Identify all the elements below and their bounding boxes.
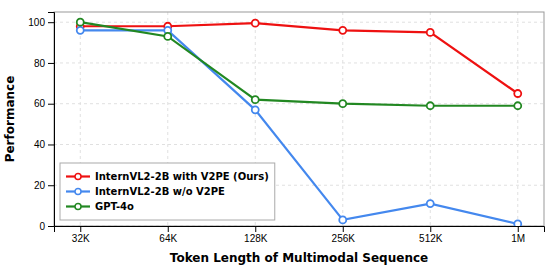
series-marker bbox=[339, 27, 346, 34]
legend-item: InternVL2-2B w/o V2PE bbox=[66, 186, 225, 197]
y-tick-mark bbox=[48, 104, 54, 105]
series-marker bbox=[339, 100, 346, 107]
y-tick-mark bbox=[48, 185, 54, 186]
x-tick-mark bbox=[168, 226, 169, 232]
grid bbox=[54, 12, 544, 226]
plot-area: 32K 64K 128K 256K 512K 1M 0 20 40 60 80 100 InternVL… bbox=[28, 12, 544, 244]
x-tick-mark bbox=[343, 226, 344, 232]
grid-line-y bbox=[54, 144, 544, 145]
series-marker bbox=[77, 19, 84, 26]
series-line bbox=[80, 30, 518, 224]
y-axis: 0 20 40 60 80 100 bbox=[28, 13, 54, 232]
series-marker bbox=[514, 90, 521, 97]
y-tick: 40 bbox=[34, 139, 54, 150]
y-tick-label: 40 bbox=[34, 139, 46, 150]
x-tick: 128K bbox=[244, 226, 268, 244]
y-tick-label: 100 bbox=[28, 17, 45, 28]
chart: 32K 64K 128K 256K 512K 1M 0 20 40 60 80 100 InternVL… bbox=[0, 0, 558, 270]
series-marker bbox=[252, 20, 259, 27]
x-tick: 1M bbox=[511, 226, 525, 244]
y-axis-title: Performance bbox=[3, 76, 17, 163]
x-tick-label: 32K bbox=[72, 233, 90, 244]
series-line bbox=[80, 22, 518, 106]
x-tick: 512K bbox=[419, 226, 443, 244]
x-axis: 32K 64K 128K 256K 512K 1M bbox=[55, 226, 545, 244]
y-tick: 80 bbox=[34, 58, 54, 69]
grid-line-y bbox=[54, 103, 544, 104]
x-tick: 256K bbox=[332, 226, 356, 244]
grid-line-y bbox=[54, 62, 544, 63]
series-marker bbox=[514, 220, 521, 226]
series-marker bbox=[164, 33, 171, 40]
legend-item: InternVL2-2B with V2PE (Ours) bbox=[66, 171, 269, 182]
legend-swatch-marker bbox=[75, 204, 81, 210]
x-tick-mark bbox=[518, 226, 519, 232]
series-marker bbox=[339, 216, 346, 223]
x-axis-title: Token Length of Multimodal Sequence bbox=[170, 251, 428, 265]
y-tick: 0 bbox=[39, 221, 54, 232]
x-tick-label: 64K bbox=[159, 233, 177, 244]
legend: InternVL2-2B with V2PE (Ours) InternVL2-2… bbox=[60, 163, 275, 220]
legend-label: GPT-4o bbox=[95, 201, 134, 212]
series-marker bbox=[427, 200, 434, 207]
y-tick-mark bbox=[48, 22, 54, 23]
series-marker bbox=[427, 102, 434, 109]
legend-swatch-marker bbox=[75, 189, 81, 195]
x-axis-line bbox=[55, 227, 545, 233]
legend-swatch-marker bbox=[75, 174, 81, 180]
series-marker bbox=[252, 106, 259, 113]
y-tick-label: 80 bbox=[34, 58, 46, 69]
y-axis-line bbox=[48, 13, 55, 227]
y-tick: 60 bbox=[34, 98, 54, 109]
x-tick-label: 256K bbox=[332, 233, 356, 244]
legend-item: GPT-4o bbox=[66, 201, 134, 212]
y-tick: 100 bbox=[28, 17, 54, 28]
series-marker bbox=[252, 96, 259, 103]
x-tick-label: 128K bbox=[244, 233, 268, 244]
plot-frame bbox=[54, 12, 544, 226]
legend-label: InternVL2-2B w/o V2PE bbox=[95, 186, 225, 197]
y-tick: 20 bbox=[34, 180, 54, 191]
y-tick-mark bbox=[48, 63, 54, 64]
grid-line-x bbox=[430, 12, 431, 226]
x-tick-label: 1M bbox=[511, 233, 525, 244]
y-tick-mark bbox=[48, 144, 54, 145]
legend-box bbox=[60, 163, 275, 220]
x-tick-mark bbox=[255, 226, 256, 232]
series-marker bbox=[514, 102, 521, 109]
grid-line-x bbox=[342, 12, 343, 226]
series-group bbox=[77, 19, 522, 226]
x-tick: 64K bbox=[159, 226, 177, 244]
x-tick-label: 512K bbox=[419, 233, 443, 244]
grid-line-y bbox=[54, 22, 544, 23]
y-tick-label: 0 bbox=[39, 221, 45, 232]
series-marker bbox=[77, 27, 84, 34]
legend-label: InternVL2-2B with V2PE (Ours) bbox=[95, 171, 269, 182]
grid-line-x bbox=[517, 12, 518, 226]
x-tick-mark bbox=[80, 226, 81, 232]
y-tick-mark bbox=[48, 226, 54, 227]
y-tick-label: 60 bbox=[34, 98, 46, 109]
series-marker bbox=[427, 29, 434, 36]
x-tick: 32K bbox=[72, 226, 90, 244]
y-tick-label: 20 bbox=[34, 180, 46, 191]
x-tick-mark bbox=[430, 226, 431, 232]
